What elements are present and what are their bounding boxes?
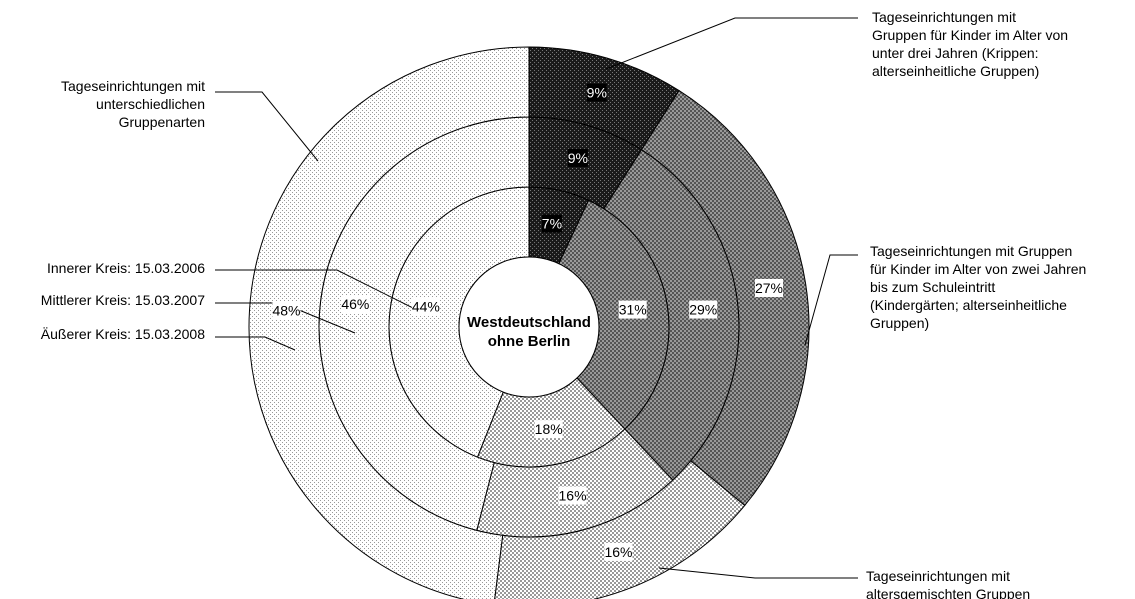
value-label-bg-ring-1-cat-1 bbox=[541, 214, 562, 233]
value-label-bg-ring-3-cat-1 bbox=[586, 83, 607, 102]
category-label-2-line-3: bis zum Schuleintritt bbox=[870, 279, 995, 295]
ring-legend-middle-line-1: Mittlerer Kreis: 15.03.2007 bbox=[41, 292, 205, 308]
value-label-bg-ring-3-cat-4 bbox=[272, 301, 301, 320]
leader-ring-outer bbox=[215, 336, 296, 351]
value-label-bg-ring-1-cat-2 bbox=[618, 300, 647, 319]
value-label-ring-3-cat-4: 48% bbox=[272, 303, 300, 319]
value-label-bg-ring-2-cat-2 bbox=[689, 300, 718, 319]
value-label-bg-ring-1-cat-4 bbox=[411, 297, 440, 316]
category-label-4-line-3: Gruppenarten bbox=[119, 114, 205, 130]
value-label-bg-ring-2-cat-1 bbox=[567, 148, 588, 167]
leader-ring-inner bbox=[215, 269, 426, 315]
category-label-2-line-2: für Kinder im Alter von zwei Jahren bbox=[870, 261, 1086, 277]
center-hole bbox=[458, 256, 600, 398]
value-label-bg-ring-3-cat-3 bbox=[604, 542, 633, 561]
leader-category-1 bbox=[605, 17, 858, 70]
value-label-ring-3-cat-3: 16% bbox=[604, 544, 632, 560]
leader-category-4 bbox=[215, 91, 319, 162]
value-label-ring-1-cat-1: 7% bbox=[542, 216, 562, 232]
ring-legend-inner-line-1: Innerer Kreis: 15.03.2006 bbox=[47, 260, 205, 276]
category-label-1-line-1: Tageseinrichtungen mit bbox=[872, 9, 1016, 25]
center-label-line-2: ohne Berlin bbox=[488, 333, 571, 350]
value-label-ring-3-cat-2: 27% bbox=[755, 280, 783, 296]
center-label-line-1: Westdeutschland bbox=[467, 314, 591, 331]
category-label-2-line-5: Gruppen) bbox=[870, 315, 929, 331]
category-label-4-line-1: Tageseinrichtungen mit bbox=[61, 78, 205, 94]
value-label-bg-ring-2-cat-3 bbox=[558, 486, 587, 505]
value-label-ring-2-cat-3: 16% bbox=[559, 488, 587, 504]
slice-ring-3-cat-4 bbox=[248, 46, 530, 599]
category-label-2-line-4: (Kindergärten; alterseinheitliche bbox=[870, 297, 1067, 313]
category-label-3-line-1: Tageseinrichtungen mit bbox=[866, 568, 1010, 584]
value-label-ring-3-cat-1: 9% bbox=[587, 85, 607, 101]
value-label-bg-ring-1-cat-3 bbox=[534, 420, 563, 439]
leader-category-3 bbox=[658, 567, 858, 579]
leader-category-2 bbox=[804, 254, 858, 346]
category-label-1-line-3: unter drei Jahren (Krippen: bbox=[872, 45, 1039, 61]
ring-legend-outer-line-1: Äußerer Kreis: 15.03.2008 bbox=[41, 326, 205, 342]
category-label-4-line-2: unterschiedlichen bbox=[96, 96, 205, 112]
slice-ring-3-cat-3 bbox=[494, 460, 746, 599]
value-label-ring-2-cat-2: 29% bbox=[689, 302, 717, 318]
category-label-1-line-4: alterseinheitliche Gruppen) bbox=[872, 63, 1039, 79]
value-label-ring-2-cat-4: 46% bbox=[341, 296, 369, 312]
value-label-ring-2-cat-1: 9% bbox=[568, 150, 588, 166]
category-label-2-line-1: Tageseinrichtungen mit Gruppen bbox=[870, 243, 1072, 259]
value-label-bg-ring-2-cat-4 bbox=[341, 295, 370, 314]
value-label-ring-1-cat-4: 44% bbox=[412, 298, 440, 314]
category-label-3-line-2: altersgemischten Gruppen bbox=[866, 586, 1030, 599]
value-label-ring-1-cat-3: 18% bbox=[535, 421, 563, 437]
value-label-bg-ring-3-cat-2 bbox=[755, 278, 784, 297]
slice-ring-3-cat-2 bbox=[640, 89, 810, 507]
category-label-1-line-2: Gruppen für Kinder im Alter von bbox=[872, 27, 1068, 43]
value-label-ring-1-cat-2: 31% bbox=[619, 302, 647, 318]
